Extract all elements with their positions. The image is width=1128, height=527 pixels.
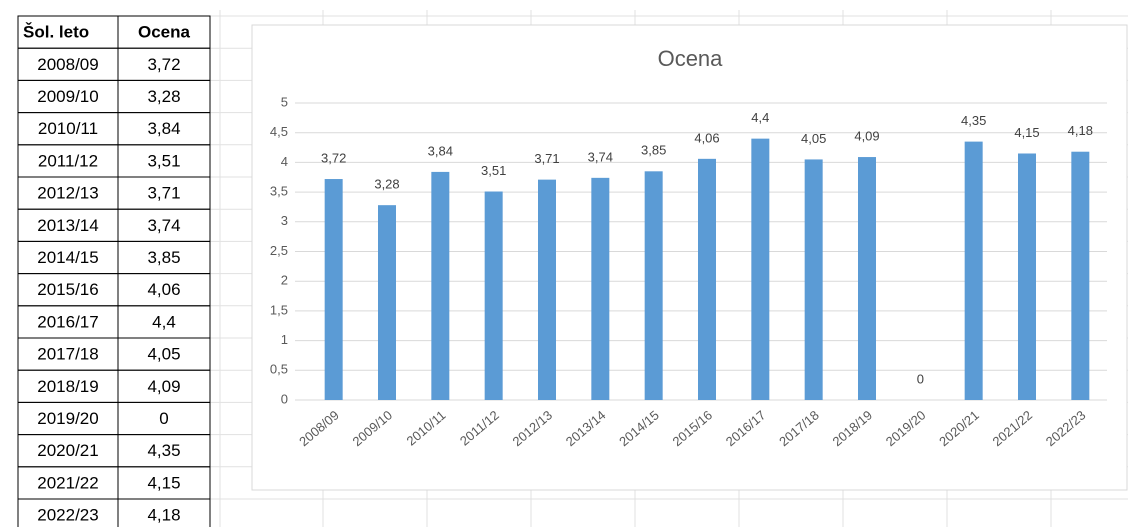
y-tick-label: 0 [281, 391, 288, 406]
value-label: 3,84 [428, 143, 453, 158]
value-label: 4,09 [854, 128, 879, 143]
cell: 2022/23 [37, 506, 98, 525]
cell: 2017/18 [37, 345, 98, 364]
cell: 2019/20 [37, 409, 98, 428]
cell: 2012/13 [37, 184, 98, 203]
cell: 2014/15 [37, 248, 98, 267]
cell-border [117, 498, 211, 527]
bar [858, 157, 876, 400]
value-label: 4,18 [1068, 123, 1093, 138]
value-label: 4,06 [694, 130, 719, 145]
value-label: 0 [917, 371, 924, 386]
cell: 3,84 [147, 119, 180, 138]
cell: 3,28 [147, 87, 180, 106]
cell: 3,74 [147, 216, 180, 235]
cell: 4,05 [147, 345, 180, 364]
y-tick-label: 3,5 [270, 184, 288, 199]
y-tick-label: 1 [281, 332, 288, 347]
cell: 2020/21 [37, 441, 98, 460]
cell: 4,18 [147, 506, 180, 525]
value-label: 4,05 [801, 131, 826, 146]
bar [484, 191, 503, 400]
y-tick-label: 2,5 [270, 243, 288, 258]
bar [644, 171, 663, 400]
bar [698, 158, 716, 400]
cell: 4,09 [147, 377, 180, 396]
cell: 2016/17 [37, 312, 98, 331]
y-tick-label: 3 [281, 213, 288, 228]
value-label: 4,15 [1014, 125, 1039, 140]
bar [431, 171, 450, 400]
cell: 3,51 [147, 151, 180, 170]
cell: 3,72 [147, 55, 180, 74]
cell: 3,71 [147, 184, 180, 203]
value-label: 3,51 [481, 163, 506, 178]
chart-title: Ocena [658, 46, 724, 71]
bar [1018, 153, 1036, 400]
bar [378, 205, 396, 400]
header-cell: Ocena [138, 23, 191, 42]
value-label: 3,72 [321, 150, 346, 165]
cell: 3,85 [147, 248, 180, 267]
value-label: 3,74 [588, 149, 613, 164]
y-tick-label: 1,5 [270, 302, 288, 317]
y-tick-label: 4,5 [270, 124, 288, 139]
bar [1071, 151, 1090, 400]
table: Šol. leto Ocena 2008/09 3,72 2009/10 3,28 2010… [17, 15, 211, 527]
bar [964, 141, 983, 401]
y-tick-label: 0,5 [270, 362, 288, 377]
value-label: 3,85 [641, 143, 666, 158]
cell: 2018/19 [37, 377, 98, 396]
cell: 2011/12 [38, 151, 98, 170]
bar [324, 179, 343, 400]
y-tick-label: 2 [281, 273, 288, 288]
cell: 4,06 [147, 280, 180, 299]
cell: 4,4 [152, 312, 176, 331]
y-tick-label: 4 [281, 154, 288, 169]
cell: 2021/22 [37, 473, 98, 492]
cell: 4,35 [147, 441, 180, 460]
value-label: 4,4 [751, 110, 769, 125]
cell: 0 [159, 409, 168, 428]
bar [751, 138, 770, 400]
bar [804, 159, 823, 400]
cell: 2013/14 [37, 216, 98, 235]
cell: 2015/16 [37, 280, 98, 299]
cell: 2008/09 [37, 55, 98, 74]
cell: 2009/10 [37, 87, 98, 106]
cell: 2010/11 [38, 119, 98, 138]
value-label: 4,35 [961, 113, 986, 128]
value-label: 3,71 [534, 151, 559, 166]
value-label: 3,28 [374, 177, 399, 192]
y-tick-label: 5 [281, 94, 288, 109]
bar [538, 179, 556, 400]
header-cell: Šol. leto [23, 23, 89, 42]
cell: 4,15 [147, 473, 180, 492]
bar [591, 177, 610, 400]
